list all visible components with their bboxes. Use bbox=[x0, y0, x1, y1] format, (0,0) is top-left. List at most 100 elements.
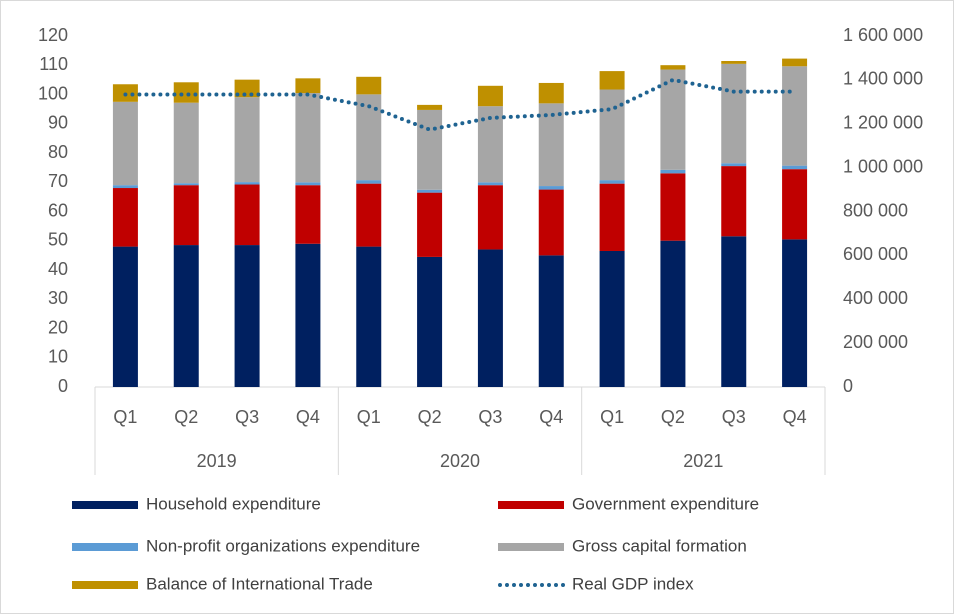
bar-segment bbox=[538, 189, 564, 256]
y-tick-label: 10 bbox=[48, 347, 68, 367]
y2-tick-label: 1 200 000 bbox=[843, 113, 923, 133]
legend-swatch bbox=[72, 581, 138, 589]
x-tick-label: Q3 bbox=[478, 407, 502, 427]
line-series bbox=[123, 77, 797, 132]
bar-segment bbox=[356, 76, 382, 95]
bar-segment bbox=[660, 69, 686, 170]
y-tick-label: 90 bbox=[48, 113, 68, 133]
legend-label: Government expenditure bbox=[572, 494, 759, 513]
y-tick-label: 100 bbox=[38, 83, 68, 103]
x-tick-label: Q4 bbox=[296, 407, 320, 427]
bar-segment bbox=[234, 184, 260, 246]
y-tick-label: 50 bbox=[48, 230, 68, 250]
y-tick-label: 40 bbox=[48, 259, 68, 279]
bar-segment bbox=[295, 182, 321, 186]
x-tick-label: Q2 bbox=[174, 407, 198, 427]
bar-segment bbox=[234, 97, 260, 183]
bar-segment bbox=[721, 61, 747, 64]
legend-label: Household expenditure bbox=[146, 494, 321, 513]
legend-swatch bbox=[72, 543, 138, 551]
bar-segment bbox=[417, 192, 443, 257]
y2-tick-label: 1 600 000 bbox=[843, 25, 923, 45]
group-label: 2019 bbox=[197, 451, 237, 471]
bar-segment bbox=[112, 101, 138, 186]
y-tick-label: 80 bbox=[48, 142, 68, 162]
y2-tick-label: 600 000 bbox=[843, 244, 908, 264]
bar-segment bbox=[721, 63, 747, 164]
bar-segment bbox=[234, 182, 260, 185]
bar-segment bbox=[234, 79, 260, 98]
bar-segment bbox=[173, 82, 199, 103]
bar-segment bbox=[477, 185, 503, 250]
y2-tick-label: 200 000 bbox=[843, 332, 908, 352]
bar-segment bbox=[234, 245, 260, 387]
bar-segment bbox=[173, 185, 199, 246]
x-tick-label: Q4 bbox=[783, 407, 807, 427]
bar-segment bbox=[538, 103, 564, 187]
y-tick-label: 20 bbox=[48, 317, 68, 337]
legend-swatch bbox=[498, 501, 564, 509]
bar-segment bbox=[538, 255, 564, 387]
y2-tick-label: 400 000 bbox=[843, 288, 908, 308]
y2-tick-label: 1 400 000 bbox=[843, 69, 923, 89]
y2-tick-label: 800 000 bbox=[843, 200, 908, 220]
y-tick-label: 70 bbox=[48, 171, 68, 191]
group-label: 2020 bbox=[440, 451, 480, 471]
bar-segment bbox=[477, 249, 503, 387]
legend-swatch bbox=[72, 501, 138, 509]
bar-segment bbox=[173, 245, 199, 387]
bar-segment bbox=[173, 183, 199, 186]
x-tick-label: Q2 bbox=[661, 407, 685, 427]
bar-segment bbox=[538, 186, 564, 190]
y-tick-label: 110 bbox=[39, 54, 68, 74]
bar-segment bbox=[599, 180, 625, 184]
group-label: 2021 bbox=[683, 451, 723, 471]
y-tick-label: 60 bbox=[48, 200, 68, 220]
x-tick-label: Q3 bbox=[722, 407, 746, 427]
bar-segment bbox=[782, 58, 808, 67]
y2-tick-label: 1 000 000 bbox=[843, 156, 923, 176]
x-tick-label: Q1 bbox=[357, 407, 381, 427]
bar-segment bbox=[295, 93, 321, 183]
bar-segment bbox=[356, 183, 382, 247]
bar-segment bbox=[660, 173, 686, 241]
bar-segment bbox=[295, 243, 321, 387]
bar-segment bbox=[477, 85, 503, 107]
bar-segment bbox=[660, 169, 686, 174]
x-tick-label: Q1 bbox=[113, 407, 137, 427]
legend-swatch bbox=[498, 543, 564, 551]
y2-tick-label: 0 bbox=[843, 376, 853, 396]
bar-segment bbox=[295, 185, 321, 244]
legend-label: Real GDP index bbox=[572, 574, 694, 593]
x-tick-label: Q4 bbox=[539, 407, 563, 427]
bar-segment bbox=[782, 165, 808, 170]
x-tick-label: Q3 bbox=[235, 407, 259, 427]
x-tick-label: Q2 bbox=[418, 407, 442, 427]
bar-segment bbox=[782, 169, 808, 240]
x-tick-label: Q1 bbox=[600, 407, 624, 427]
bar-segment bbox=[721, 236, 747, 387]
bar-segment bbox=[417, 256, 443, 387]
bar-segment bbox=[112, 185, 138, 189]
bar-segment bbox=[721, 163, 747, 167]
bar-segment bbox=[599, 183, 625, 251]
legend-label: Non-profit organizations expenditure bbox=[146, 536, 420, 555]
bar-segment bbox=[112, 246, 138, 387]
y-tick-label: 0 bbox=[58, 376, 68, 396]
legend-label: Gross capital formation bbox=[572, 536, 747, 555]
bar-segment bbox=[599, 71, 625, 90]
bar-segment bbox=[599, 250, 625, 387]
bar-segment bbox=[538, 82, 564, 104]
bar-segment bbox=[782, 239, 808, 387]
bar-segment bbox=[417, 109, 443, 190]
y-tick-label: 120 bbox=[38, 25, 68, 45]
bar-segment bbox=[660, 240, 686, 387]
bar-segment bbox=[417, 104, 443, 110]
y-tick-label: 30 bbox=[48, 288, 68, 308]
legend-label: Balance of International Trade bbox=[146, 574, 373, 593]
bar-segment bbox=[417, 189, 443, 193]
bar-segment bbox=[660, 65, 686, 70]
bar-segment bbox=[782, 66, 808, 166]
